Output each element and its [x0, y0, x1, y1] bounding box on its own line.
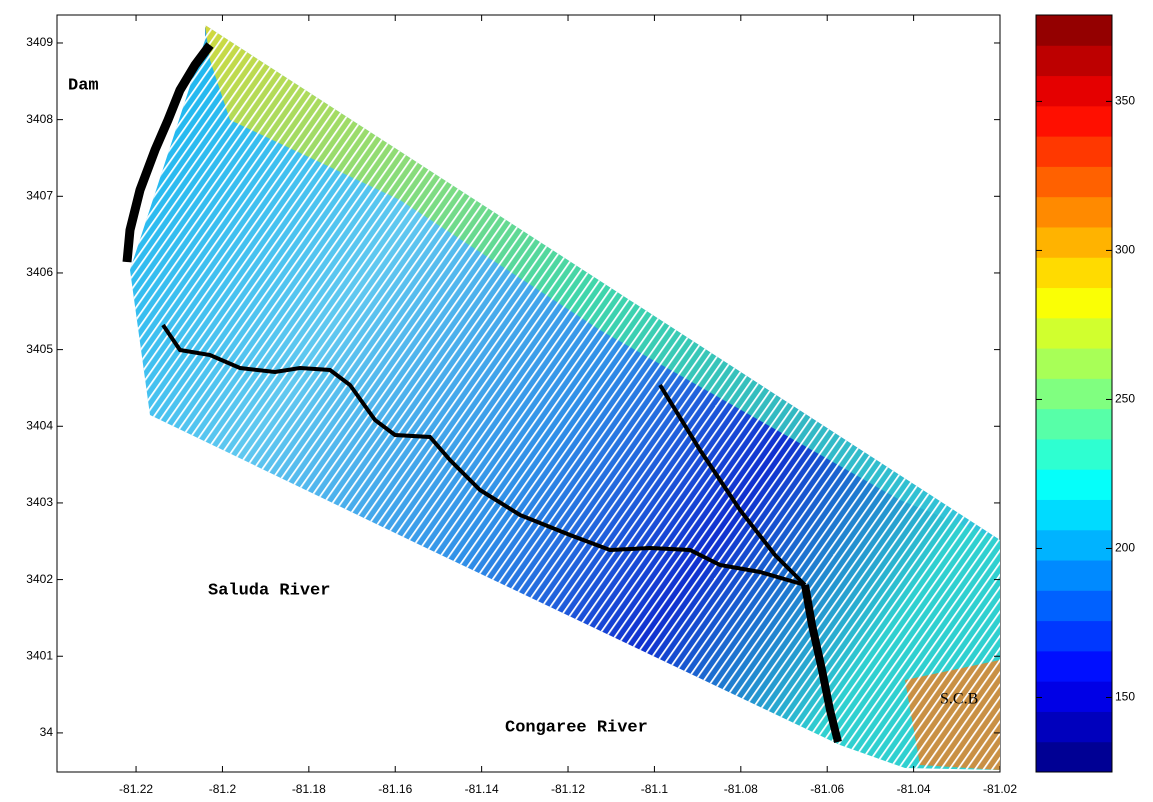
colorbar-band: [1036, 45, 1112, 76]
colorbar-band: [1036, 76, 1112, 107]
x-tick-label: -81.04: [897, 782, 931, 796]
y-tick-label: 3408: [26, 112, 53, 126]
colorbar-band: [1036, 530, 1112, 561]
colorbar-band: [1036, 348, 1112, 379]
colorbar-band: [1036, 651, 1112, 682]
colorbar-band: [1036, 439, 1112, 470]
x-tick-label: -81.14: [465, 782, 499, 796]
x-tick-label: -81.1: [641, 782, 669, 796]
x-tick-label: -81.08: [724, 782, 758, 796]
colorbar-band: [1036, 469, 1112, 500]
colorbar-band: [1036, 409, 1112, 440]
chart: Dam Saluda River Congaree River S.C.B -8…: [0, 0, 1153, 802]
colorbar-band: [1036, 15, 1112, 46]
colorbar-tick-label: 300: [1115, 243, 1135, 257]
colorbar-band: [1036, 742, 1112, 773]
colorbar-tick-label: 250: [1115, 392, 1135, 406]
colorbar-band: [1036, 621, 1112, 652]
x-tick-label: -81.02: [983, 782, 1017, 796]
annotation: Congaree River: [505, 718, 648, 737]
x-tick-label: -81.22: [119, 782, 153, 796]
y-tick-label: 3402: [26, 572, 53, 586]
colorbar-band: [1036, 106, 1112, 137]
colorbar-tick-label: 150: [1115, 690, 1135, 704]
x-tick-label: -81.2: [209, 782, 237, 796]
y-tick-label: 3405: [26, 342, 53, 356]
y-tick-label: 3401: [26, 648, 53, 662]
colorbar-band: [1036, 681, 1112, 712]
colorbar-band: [1036, 197, 1112, 228]
colorbar-band: [1036, 227, 1112, 258]
colorbar-tick-label: 200: [1115, 541, 1135, 555]
x-tick-label: -81.18: [292, 782, 326, 796]
y-tick-label: 3403: [26, 495, 53, 509]
y-tick-label: 3407: [26, 188, 53, 202]
colorbar-band: [1036, 136, 1112, 167]
y-tick-label: 3404: [26, 418, 53, 432]
x-tick-label: -81.06: [810, 782, 844, 796]
y-tick-label: 3406: [26, 265, 53, 279]
x-tick-label: -81.16: [378, 782, 412, 796]
annotation: S.C.B: [940, 691, 978, 708]
x-tick-label: -81.12: [551, 782, 585, 796]
colorbar-band: [1036, 590, 1112, 621]
colorbar-band: [1036, 318, 1112, 349]
colorbar-band: [1036, 257, 1112, 288]
colorbar-band: [1036, 378, 1112, 409]
colorbar-band: [1036, 711, 1112, 742]
annotation: Dam: [68, 76, 99, 95]
colorbar-band: [1036, 166, 1112, 197]
y-tick-label: 3409: [26, 35, 53, 49]
colorbar-band: [1036, 288, 1112, 319]
colorbar-band: [1036, 560, 1112, 591]
colorbar-band: [1036, 499, 1112, 530]
colorbar-tick-label: 350: [1115, 94, 1135, 108]
y-tick-label: 34: [40, 725, 54, 739]
annotation: Saluda River: [208, 581, 330, 600]
